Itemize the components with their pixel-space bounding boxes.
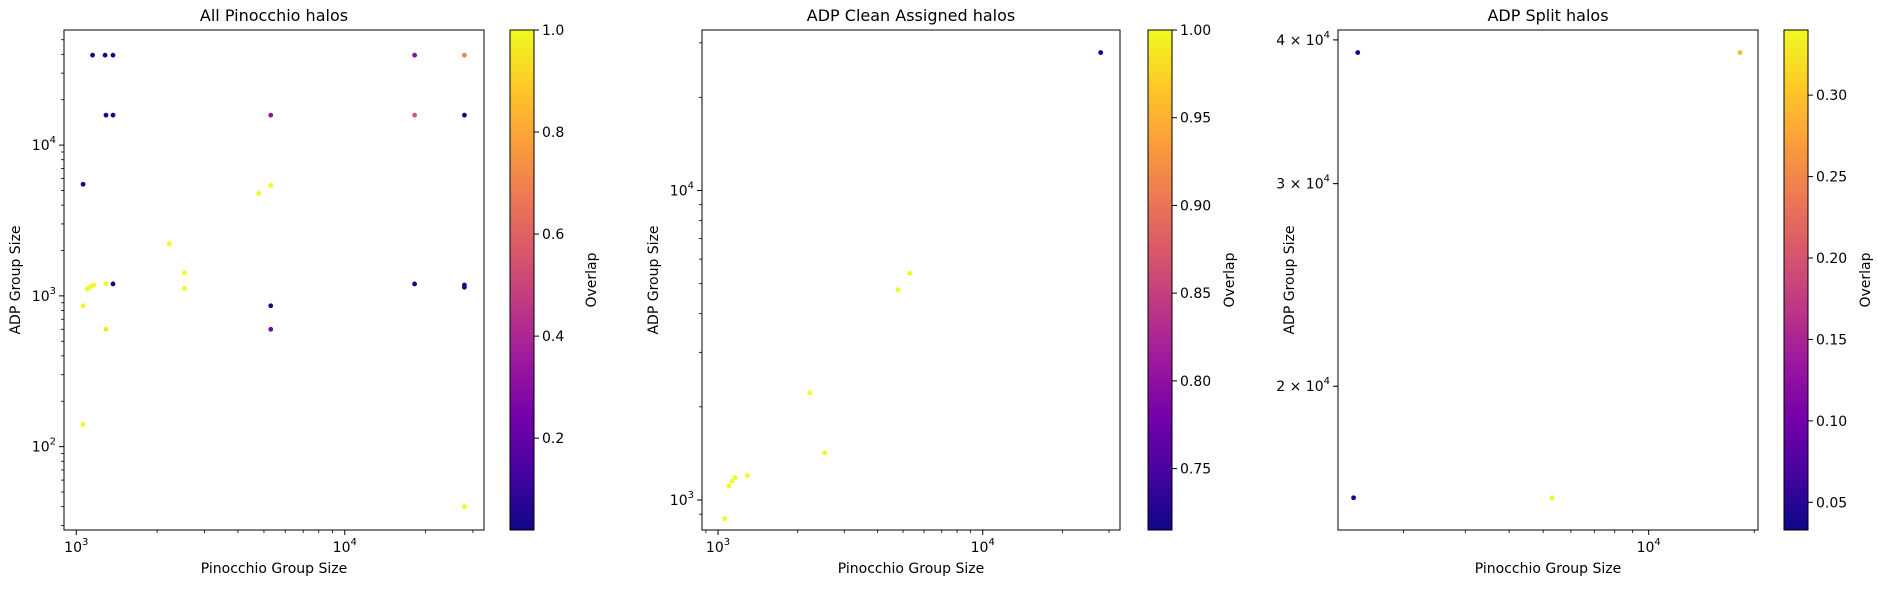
data-point: [1355, 50, 1361, 55]
data-point: [412, 112, 418, 118]
chart-title: ADP Split halos: [1487, 6, 1608, 25]
colorbar: [1147, 29, 1173, 531]
data-point: [1098, 50, 1104, 55]
colorbar-tick-label: 0.15: [1816, 332, 1847, 348]
panel-3: ADP Split halos Pinocchio Group Size ADP G…: [1276, 6, 1874, 577]
colorbar-tick-label: 0.80: [1180, 374, 1211, 390]
axes-frame: [701, 29, 1121, 531]
colorbar-tick-label: 0.30: [1816, 88, 1847, 104]
colorbar-tick-label: 0.10: [1816, 414, 1847, 430]
data-point: [102, 52, 108, 58]
data-point: [1351, 495, 1356, 501]
colorbar-tick-label: 1.0: [542, 23, 564, 39]
data-point: [80, 181, 86, 187]
data-point: [80, 422, 86, 428]
colorbar-label: Overlap: [584, 252, 600, 307]
data-point: [744, 473, 750, 478]
data-point: [110, 52, 116, 58]
data-point: [462, 504, 467, 510]
data-point: [103, 112, 109, 118]
x-tick-label: 104: [333, 537, 357, 556]
x-axis-label: Pinocchio Group Size: [201, 561, 347, 577]
colorbar-tick-label: 0.4: [542, 329, 564, 345]
data-point: [110, 281, 116, 287]
y-tick-label: 104: [670, 180, 694, 199]
x-tick-label: 104: [971, 537, 995, 556]
colorbar-label: Overlap: [1222, 252, 1238, 307]
y-axis-label: ADP Group Size: [646, 225, 662, 334]
data-point: [80, 303, 86, 309]
data-point: [722, 516, 728, 522]
data-point: [110, 112, 116, 118]
colorbar-tick-label: 1.00: [1180, 23, 1211, 39]
data-point: [1737, 50, 1743, 55]
chart-title: All Pinocchio halos: [200, 6, 348, 25]
y-tick-label: 4 × 104: [1276, 30, 1330, 49]
y-tick-label: 103: [670, 490, 694, 509]
colorbar-tick-label: 0.2: [542, 431, 564, 447]
x-axis-label: Pinocchio Group Size: [1475, 561, 1621, 577]
colorbar-tick-label: 0.25: [1816, 170, 1847, 186]
y-axis-label: ADP Group Size: [1282, 225, 1298, 334]
chart-title: ADP Clean Assigned halos: [807, 6, 1015, 25]
data-point: [822, 450, 828, 456]
data-point: [807, 390, 813, 396]
y-tick-label: 104: [32, 135, 56, 154]
y-tick-label: 3 × 104: [1276, 174, 1330, 193]
data-point: [412, 52, 418, 58]
colorbar: [509, 29, 535, 531]
colorbar-tick-label: 0.8: [542, 125, 564, 141]
x-axis-label: Pinocchio Group Size: [838, 561, 984, 577]
colorbar-tick-label: 0.6: [542, 227, 564, 243]
colorbar-tick-label: 0.95: [1180, 111, 1211, 127]
data-point: [103, 326, 109, 332]
data-point: [268, 183, 274, 188]
data-point: [412, 281, 418, 287]
data-point: [90, 52, 95, 58]
data-point: [462, 52, 467, 58]
data-point: [182, 286, 187, 291]
data-point: [462, 112, 467, 118]
axes-frame: [1337, 29, 1759, 531]
data-point: [732, 475, 738, 481]
data-point: [91, 282, 96, 288]
data-point: [1549, 495, 1555, 501]
data-point: [462, 284, 467, 290]
x-tick-label: 103: [706, 537, 730, 556]
colorbar-tick-label: 0.90: [1180, 198, 1211, 214]
y-axis-label: ADP Group Size: [8, 225, 24, 334]
data-point: [166, 241, 172, 247]
data-point: [268, 326, 274, 332]
data-point: [729, 478, 735, 484]
data-point: [268, 112, 274, 118]
data-point: [103, 281, 109, 287]
axes-frame: [63, 29, 485, 531]
y-tick-label: 102: [32, 437, 56, 456]
data-point: [907, 270, 913, 276]
colorbar-tick-label: 0.85: [1180, 286, 1211, 302]
y-tick-label: 2 × 104: [1276, 376, 1330, 395]
data-point: [268, 303, 274, 309]
data-point: [895, 287, 901, 293]
panel-2: ADP Clean Assigned halos Pinocchio Group …: [646, 6, 1238, 577]
colorbar: [1783, 29, 1809, 531]
data-point: [182, 270, 187, 276]
x-tick-label: 103: [64, 537, 88, 556]
panel-1: All Pinocchio halos Pinocchio Group Size A…: [8, 6, 600, 577]
y-tick-label: 103: [32, 286, 56, 305]
colorbar-label: Overlap: [1858, 252, 1874, 307]
colorbar-tick-label: 0.05: [1816, 495, 1847, 511]
colorbar-tick-label: 0.20: [1816, 251, 1847, 267]
colorbar-tick-label: 0.75: [1180, 462, 1211, 478]
data-point: [256, 191, 262, 196]
data-point: [726, 483, 732, 489]
x-tick-label: 104: [1637, 537, 1661, 556]
